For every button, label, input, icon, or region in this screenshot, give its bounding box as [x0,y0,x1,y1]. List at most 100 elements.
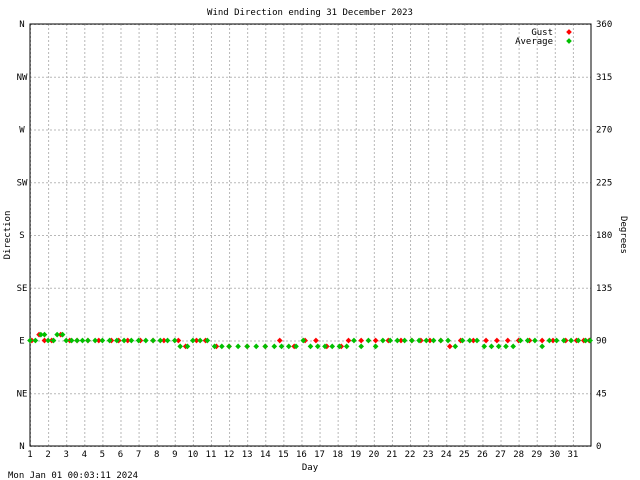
x-tick-label: 28 [513,450,524,460]
average-point [253,343,260,350]
average-point [171,337,178,344]
average-point [244,343,250,350]
x-tick-label: 12 [224,450,235,460]
x-tick-label: 19 [350,450,361,460]
average-point [358,343,364,350]
average-point [235,343,241,350]
plot-area [29,23,592,447]
average-point [177,343,184,350]
gust-point [313,337,319,344]
gust-point [539,337,545,344]
average-point [197,337,203,344]
average-point [68,337,75,344]
average-point [394,337,401,344]
average-point [164,337,171,344]
x-tick-label: 20 [368,450,379,460]
average-point [204,337,211,344]
legend-label-average: Average [515,37,553,47]
y-tick-label-left: NW [17,73,28,83]
average-point [135,337,142,344]
x-tick-label: 6 [118,450,123,460]
average-point [106,337,113,344]
average-point [190,337,196,344]
grid [30,24,591,447]
x-tick-label: 29 [531,450,542,460]
y-tick-label-right: 0 [596,442,601,452]
average-point [452,343,459,350]
average-point [430,337,437,344]
average-point [322,343,328,350]
y-tick-label-right: 45 [596,389,607,399]
x-tick-label: 10 [187,450,198,460]
average-point [262,343,269,350]
x-tick-label: 25 [459,450,470,460]
average-point [92,337,98,344]
average-point [561,337,567,344]
average-point [74,337,80,344]
x-axis: 1 2 3 4 5 6 7 8 9 10 11 12 13 14 15 16 17 18 19 20 21 22 23 24 2… [27,450,578,460]
legend-label-gust: Gust [531,28,553,38]
gust-point [372,337,379,344]
average-point [474,337,480,344]
average-point [401,337,408,344]
x-tick-label: 3 [63,450,68,460]
x-tick-label: 23 [423,450,434,460]
average-point [63,337,70,344]
y-axis-label-left: Direction [3,211,13,260]
gust-point [124,337,131,344]
x-tick-label: 9 [172,450,177,460]
average-point [517,337,524,344]
average-point [503,343,509,350]
x-tick-label: 18 [332,450,343,460]
x-tick-label: 8 [154,450,159,460]
x-tick-label: 5 [100,450,105,460]
y-tick-label-left: W [19,126,25,136]
average-point [128,337,135,344]
average-point [218,343,225,350]
y-tick-label-right: 360 [596,20,612,30]
average-point [329,343,336,350]
average-point [437,337,444,344]
chart-title: Wind Direction ending 31 December 2023 [207,8,413,18]
y-axis-left: N NE E SE S SW W NW N [17,20,28,452]
gust-point [175,337,182,344]
average-point [459,337,466,344]
average-point [157,337,164,344]
average-point [351,337,357,344]
gust-point [345,337,352,344]
average-point [27,337,33,344]
average-point [387,337,393,344]
average-point [41,331,48,338]
legend-marker-average [566,38,572,44]
average-point [226,343,232,350]
y-tick-label-right: 225 [596,178,612,188]
x-tick-label: 11 [206,450,217,460]
x-tick-label: 14 [260,450,271,460]
average-point [121,337,127,344]
average-point [300,337,307,344]
average-point [211,343,218,350]
y-tick-label-left: E [19,337,24,347]
gust-point [504,337,511,344]
gust-point [447,343,453,350]
legend-marker-gust [566,29,572,35]
average-point [54,331,60,338]
y-tick-label-left: N [19,442,24,452]
average-point [587,337,593,344]
x-axis-label: Day [302,463,319,473]
x-tick-label: 17 [314,450,325,460]
average-point [510,343,517,350]
average-point [150,337,156,344]
average-point [582,337,589,344]
x-tick-label: 24 [441,450,452,460]
average-point [416,337,422,344]
gust-point [398,337,404,344]
gust-point [95,337,102,344]
average-point [524,337,531,344]
average-point [423,337,430,344]
average-point [314,343,321,350]
average-point [481,343,488,350]
y-tick-label-right: 135 [596,284,612,294]
gust-point [550,337,556,344]
